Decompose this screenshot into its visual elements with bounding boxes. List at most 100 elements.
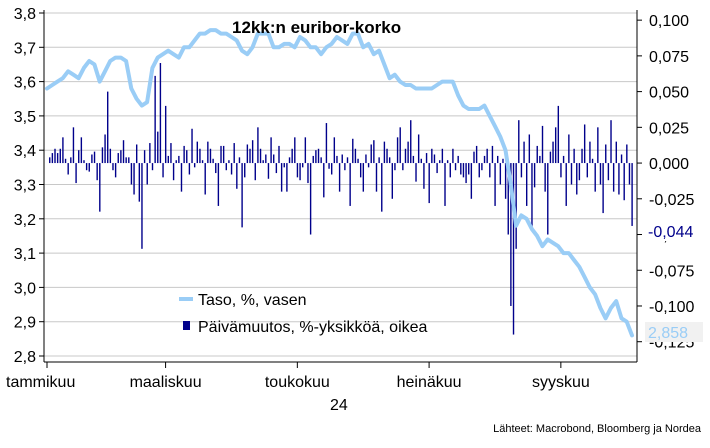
change-bar [315,150,317,164]
legend-change-swatch [183,321,190,330]
right-tick-label: 0,025 [649,120,689,137]
right-tick-label: 0,100 [649,13,689,30]
change-bar [199,148,201,164]
change-bar [236,163,238,189]
change-bar [412,155,415,164]
change-bar [291,148,293,164]
change-bar [607,163,610,181]
change-bar [499,163,502,185]
left-tick-label: 3,8 [14,6,36,23]
change-bar [626,144,628,164]
change-bar [386,148,388,164]
change-bar [541,125,544,164]
change-bar [470,163,473,199]
change-bar [394,163,396,171]
change-bar [99,163,101,212]
change-bar [586,163,589,178]
change-bar [410,120,412,164]
change-bar [388,157,391,164]
change-bar [288,157,291,164]
change-bar [330,163,333,175]
change-bar [270,137,272,164]
change-bar [544,163,546,192]
change-bar [180,163,183,192]
change-bar [573,148,575,164]
change-bar [428,163,430,204]
change-bar [407,141,409,164]
change-bar [138,163,141,202]
change-bar [618,163,620,195]
change-bar [602,163,604,214]
change-bar [591,158,594,164]
change-bar [539,155,541,164]
change-bar [357,158,359,164]
change-bar [59,148,61,164]
change-bar [402,163,404,171]
change-bar [531,163,533,228]
change-bar [462,163,465,178]
change-bar [162,163,164,178]
change-bar [88,163,90,172]
change-bar [460,163,462,175]
change-bar [54,148,56,164]
change-bar [135,144,138,164]
change-bar [70,157,72,164]
change-bar [565,163,567,206]
change-bar [244,163,246,178]
change-bar [117,153,119,164]
change-bar [494,163,496,206]
change-bar [552,141,554,164]
change-bar [589,141,591,164]
change-bar [381,163,383,212]
change-bar [83,160,85,164]
left-tick-label: 3,5 [14,109,36,126]
change-bar [320,157,322,164]
change-bar [562,155,565,164]
change-bar [417,134,420,164]
year-label: 24 [330,397,348,414]
source-note: Lähteet: Macrobond, Bloomberg ja Nordea [493,423,702,435]
change-bar [344,163,346,171]
change-bar [504,163,507,199]
change-bar [396,137,399,164]
change-bar [433,154,436,164]
change-bar [307,163,309,184]
change-bar [51,153,54,164]
change-bar [280,163,283,192]
change-bar [425,153,428,164]
change-bar [56,153,59,164]
left-tick-label: 3,7 [14,40,36,57]
left-tick-label: 2,9 [14,315,36,332]
change-bar [373,140,375,164]
right-tick-label: 0,000 [649,156,689,173]
change-bar [304,137,307,164]
change-bar [570,163,573,185]
change-bar [325,123,328,164]
change-bar [96,163,98,181]
change-bar [196,141,199,164]
change-bar [512,163,515,335]
change-bar [78,150,80,164]
legend-level-label: Taso, %, vasen [198,292,307,309]
change-bar [251,140,254,164]
last-change-label: -0,044 [648,224,693,241]
change-bar [439,160,441,164]
change-bar [359,163,362,178]
gridlines [44,12,637,357]
change-bar [209,148,212,164]
last-level-label: 2,858 [648,325,688,342]
change-bar [475,145,478,164]
right-tick-label: 0,075 [649,49,689,66]
change-bar [502,158,504,164]
right-tick-label: -0,025 [649,192,694,209]
axes [43,10,638,363]
change-bar [220,145,222,164]
change-bar [114,163,117,178]
change-bar [101,147,104,164]
change-bar [143,150,146,164]
change-bar [605,144,607,164]
left-tick-label: 3,0 [14,280,36,297]
change-bar [109,148,112,164]
change-bar [560,163,562,178]
right-tick-label: -0,100 [649,299,694,316]
